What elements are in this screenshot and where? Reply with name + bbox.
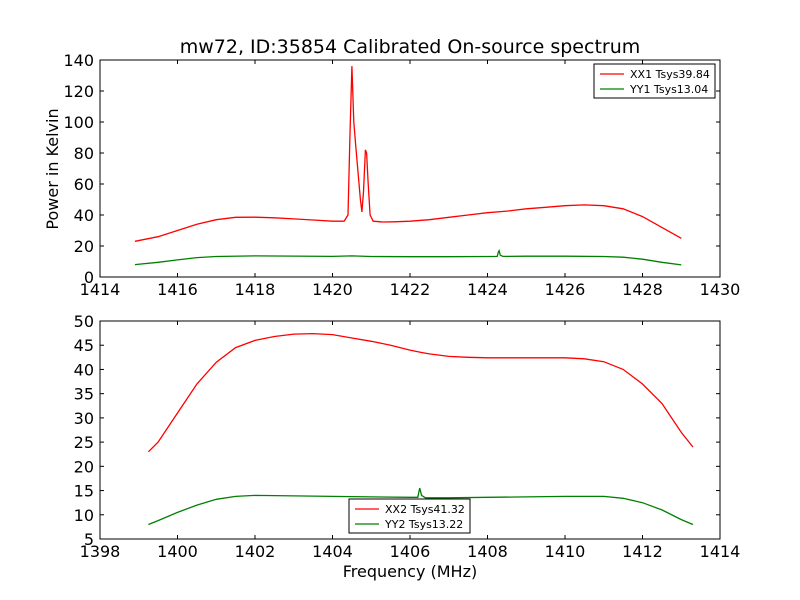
series-line-xx2 — [147, 332, 694, 453]
y-tick-label: 20 — [74, 457, 94, 476]
y-tick-label: 35 — [74, 385, 94, 404]
y-tick-label: 40 — [74, 206, 94, 225]
x-tick-label: 1418 — [235, 280, 276, 299]
x-tick-label: 1416 — [157, 280, 198, 299]
x-tick-label: 1414 — [700, 542, 741, 561]
x-tick-label: 1400 — [157, 542, 198, 561]
y-tick-label: 50 — [74, 312, 94, 331]
legend-box — [593, 63, 716, 99]
x-tick-label: 1404 — [312, 542, 353, 561]
y-tick-label: 80 — [74, 144, 94, 163]
legend-label: XX1 Tsys39.84 — [630, 68, 710, 81]
y-tick-label: 25 — [74, 433, 94, 452]
series-line-yy2 — [148, 487, 694, 526]
x-tick-label: 1408 — [467, 542, 508, 561]
y-tick-label: 60 — [74, 175, 94, 194]
y-tick-label: 20 — [74, 237, 94, 256]
bottom-panel: 1398 1400 1402 1404 1406 1408 1410 1412 1414 5 10 1… — [74, 312, 741, 561]
y-tick-label: 10 — [74, 506, 94, 525]
x-tick-label: 1428 — [622, 280, 663, 299]
y-tick-label: 5 — [84, 530, 94, 549]
x-tick-label: 1426 — [545, 280, 586, 299]
x-tick-label: 1398 — [80, 542, 121, 561]
legend-box — [348, 498, 471, 534]
x-tick-label: 1420 — [312, 280, 353, 299]
chart-title: mw72, ID:35854 Calibrated On-source spec… — [180, 36, 641, 58]
legend: XX1 Tsys39.84 YY1 Tsys13.04 — [593, 63, 716, 99]
top-y-axis-label: Power in Kelvin — [43, 108, 62, 229]
x-tick-label: 1402 — [235, 542, 276, 561]
series-line-yy1 — [134, 248, 682, 266]
bottom-x-axis-label: Frequency (MHz) — [343, 562, 477, 581]
y-tick-label: 40 — [74, 360, 94, 379]
y-tick-label: 45 — [74, 336, 94, 355]
legend-label: XX2 Tsys41.32 — [385, 503, 465, 516]
x-tick-label: 1424 — [467, 280, 508, 299]
x-tick-label: 1410 — [545, 542, 586, 561]
top-panel: 1414 1416 1418 1420 1422 1424 1426 1428 1430 0 20 4… — [63, 51, 740, 299]
y-tick-label: 100 — [63, 113, 94, 132]
x-tick-label: 1430 — [700, 280, 741, 299]
series-line-xx1 — [134, 66, 682, 242]
x-tick-label: 1422 — [390, 280, 431, 299]
x-tick-label: 1406 — [390, 542, 431, 561]
legend: XX2 Tsys41.32 YY2 Tsys13.22 — [348, 498, 471, 534]
y-tick-label: 0 — [84, 268, 94, 287]
x-tick-label: 1412 — [622, 542, 663, 561]
y-tick-label: 120 — [63, 82, 94, 101]
y-tick-label: 140 — [63, 51, 94, 70]
x-tick-label: 1414 — [80, 280, 121, 299]
legend-label: YY2 Tsys13.22 — [384, 518, 463, 531]
legend-label: YY1 Tsys13.04 — [629, 83, 708, 96]
y-tick-label: 30 — [74, 409, 94, 428]
y-tick-label: 15 — [74, 482, 94, 501]
